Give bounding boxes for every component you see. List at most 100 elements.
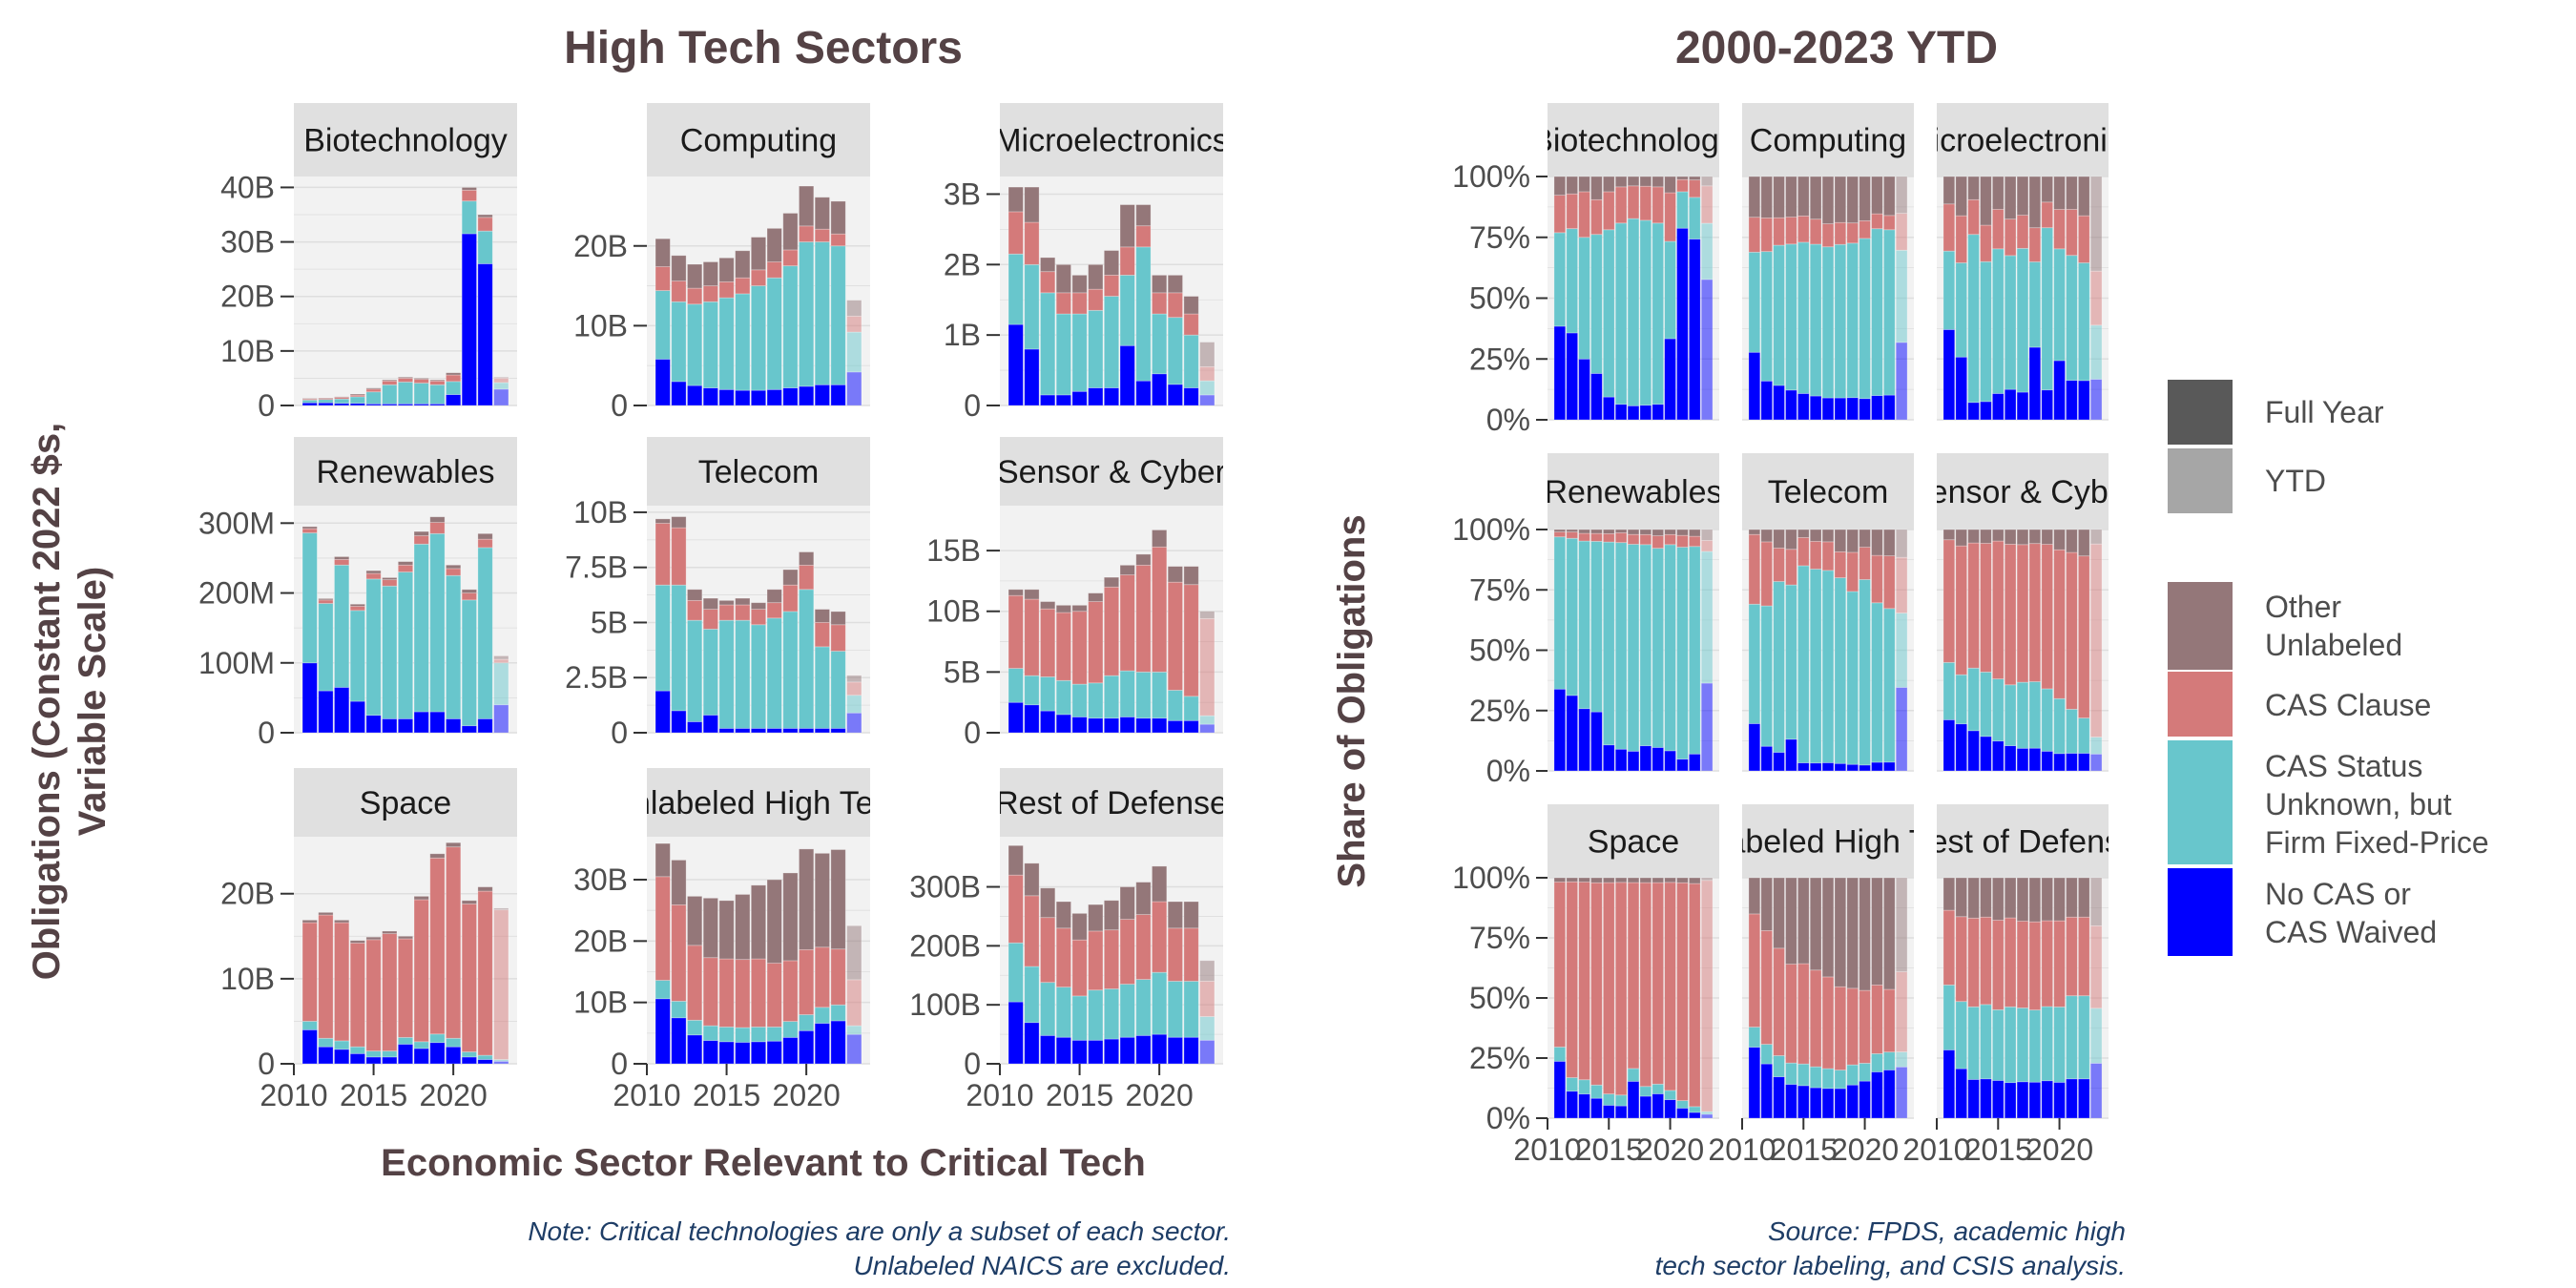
bar-cas-clause-2022 — [1183, 313, 1199, 336]
y-tick-label: 20B — [220, 280, 275, 314]
right-panel-sensor-cyber: Sensor & Cyber — [1937, 453, 2109, 772]
bar-cas-unknown-ffp-2014 — [1785, 1062, 1797, 1085]
bar-cas-unknown-ffp-2016 — [735, 619, 751, 729]
bar-cas-unknown-ffp-2018 — [766, 617, 782, 729]
bar-other-unlabeled-2020 — [1152, 274, 1168, 294]
bar-other-unlabeled-2022 — [1183, 566, 1199, 586]
legend-item-no-cas: No CAS or CAS Waived — [2168, 868, 2437, 956]
bar-cas-unknown-ffp-2016 — [2004, 255, 2017, 390]
bar-no-cas-2022 — [2077, 1078, 2090, 1119]
bar-no-cas-2015 — [1797, 393, 1810, 421]
bar-no-cas-2015 — [1991, 1080, 2005, 1119]
bar-other-unlabeled-2018 — [413, 378, 429, 380]
bar-cas-clause-2021 — [1676, 534, 1689, 548]
facet-strip-label: Space — [1588, 824, 1679, 861]
y-tick-label: 20B — [573, 924, 628, 958]
y-tick-label: 300M — [198, 506, 275, 540]
right-panel-renewables: Renewables 0% 25% 50% 75% 100% — [1452, 453, 1719, 788]
y-tick-label: 75% — [1469, 572, 1530, 607]
bar-cas-unknown-ffp-2017 — [1627, 544, 1640, 752]
bar-cas-clause-2011 — [654, 876, 671, 981]
bar-cas-unknown-ffp-2021 — [814, 241, 830, 385]
bar-no-cas-2023 — [1700, 1113, 1714, 1119]
bar-other-unlabeled-2021 — [1871, 877, 1883, 986]
y-tick-label: 10B — [926, 594, 981, 629]
legend-item-ytd: YTD — [2168, 448, 2326, 513]
bar-other-unlabeled-2018 — [766, 589, 782, 604]
bar-no-cas-2022 — [477, 263, 493, 406]
y-tick-label: 5B — [591, 605, 628, 639]
bar-other-unlabeled-2013 — [334, 919, 350, 924]
bar-cas-unknown-ffp-2018 — [1639, 1086, 1652, 1097]
legend-item-other-unlabeled: Other Unlabeled — [2168, 582, 2402, 670]
bar-no-cas-2019 — [782, 1036, 799, 1065]
bar-cas-unknown-ffp-2015 — [1991, 678, 2005, 742]
bar-cas-unknown-ffp-2022 — [1882, 229, 1896, 396]
bar-other-unlabeled-2016 — [382, 577, 398, 581]
bar-other-unlabeled-2013 — [1040, 257, 1056, 273]
bar-cas-unknown-ffp-2022 — [1688, 546, 1701, 755]
bar-cas-clause-2012 — [1760, 541, 1774, 607]
bar-cas-unknown-ffp-2018 — [766, 277, 782, 390]
left-panel-microelectronics: Microelectronics 0 1B 2B 3B — [944, 103, 1223, 423]
bar-other-unlabeled-2021 — [814, 197, 830, 230]
bar-cas-clause-2020 — [2053, 209, 2066, 250]
bar-cas-clause-2016 — [1088, 601, 1104, 684]
bar-cas-unknown-ffp-2016 — [1614, 222, 1628, 405]
bar-other-unlabeled-2011 — [1553, 529, 1567, 532]
right-panel-telecom: Telecom — [1742, 453, 1914, 772]
bar-cas-unknown-ffp-2012 — [1566, 537, 1579, 696]
bar-no-cas-2018 — [1119, 717, 1135, 734]
bar-no-cas-2014 — [1055, 394, 1071, 406]
bar-cas-clause-2015 — [365, 939, 382, 1052]
bar-cas-unknown-ffp-2011 — [1748, 603, 1761, 724]
bar-other-unlabeled-2015 — [1071, 912, 1088, 941]
bar-cas-unknown-ffp-2023 — [1199, 1016, 1215, 1041]
bar-cas-unknown-ffp-2013 — [1773, 581, 1785, 753]
bar-no-cas-2019 — [1652, 1093, 1665, 1119]
facet-strip — [294, 437, 517, 506]
y-tick-label: 2.5B — [565, 660, 628, 695]
bar-cas-clause-2017 — [750, 609, 767, 626]
bars — [654, 842, 862, 1065]
bars — [1748, 176, 1908, 421]
bar-other-unlabeled-2019 — [1846, 529, 1859, 553]
facet-strip — [1000, 437, 1223, 506]
bar-no-cas-2019 — [782, 727, 799, 734]
facet-strip — [1000, 768, 1223, 837]
facet-strip — [1548, 804, 1719, 878]
y-tick-label: 100% — [1452, 861, 1530, 895]
bar-cas-clause-2023 — [2089, 543, 2103, 737]
bar-other-unlabeled-2018 — [1119, 886, 1135, 920]
bar-other-unlabeled-2011 — [1008, 186, 1024, 213]
bar-no-cas-2017 — [750, 727, 767, 734]
bar-cas-clause-2019 — [1652, 186, 1665, 224]
bar-no-cas-2012 — [671, 710, 687, 734]
bar-cas-clause-2013 — [687, 599, 703, 621]
bar-cas-clause-2017 — [1627, 185, 1640, 219]
bar-cas-unknown-ffp-2023 — [1895, 1051, 1908, 1068]
bar-cas-unknown-ffp-2013 — [1773, 1055, 1785, 1078]
bar-no-cas-2020 — [446, 717, 462, 734]
y-tick-label: 0 — [258, 716, 275, 750]
bar-no-cas-2015 — [1071, 717, 1088, 734]
bar-other-unlabeled-2016 — [2004, 877, 2017, 919]
bar-other-unlabeled-2020 — [446, 841, 462, 848]
bar-cas-clause-2014 — [1785, 964, 1797, 1064]
bar-cas-clause-2022 — [1688, 535, 1701, 548]
bar-other-unlabeled-2011 — [301, 919, 318, 924]
bar-cas-unknown-ffp-2020 — [1859, 579, 1871, 766]
bar-cas-clause-2018 — [1639, 533, 1652, 546]
bar-cas-clause-2020 — [1664, 533, 1676, 546]
bar-other-unlabeled-2020 — [799, 551, 815, 566]
bar-cas-unknown-ffp-2016 — [382, 585, 398, 719]
bar-cas-unknown-ffp-2012 — [1566, 1077, 1579, 1092]
bar-cas-unknown-ffp-2023 — [846, 331, 862, 373]
bar-cas-unknown-ffp-2012 — [1024, 263, 1040, 350]
bars — [1942, 529, 2103, 772]
bar-no-cas-2021 — [2066, 753, 2078, 772]
bar-other-unlabeled-2015 — [1991, 877, 2005, 921]
bar-other-unlabeled-2018 — [766, 227, 782, 262]
bar-no-cas-2015 — [365, 1056, 382, 1065]
bar-other-unlabeled-2021 — [1167, 566, 1183, 583]
